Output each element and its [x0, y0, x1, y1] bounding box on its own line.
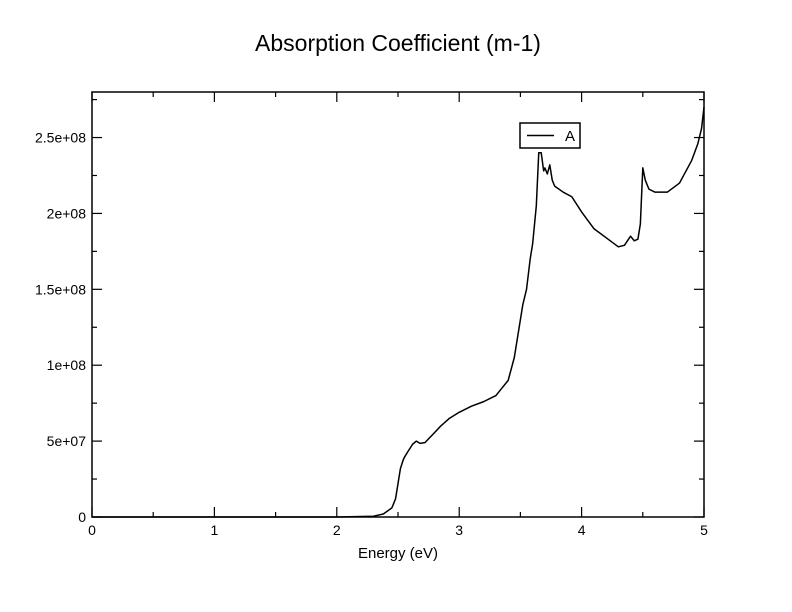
- axis-tick-labels: 0 1 2 3 4 5 0 5e+07 1e+08 1.5e+08 2e+08 2.5e+08: [35, 130, 708, 538]
- legend: A: [519, 122, 581, 149]
- plot-area-frame: [91, 91, 705, 518]
- chart-title: Absorption Coefficient (m-1): [255, 30, 541, 56]
- x-tick-label: 2: [333, 522, 341, 538]
- x-tick-label: 4: [578, 522, 586, 538]
- x-tick-label: 3: [455, 522, 463, 538]
- x-tick-label: 0: [88, 522, 96, 538]
- x-axis-label: Energy (eV): [358, 545, 438, 562]
- legend-entry-a: A: [565, 128, 575, 145]
- x-tick-label: 5: [700, 522, 708, 538]
- y-tick-label: 0: [78, 509, 86, 525]
- y-tick-label: 2e+08: [47, 205, 87, 221]
- series-line-a: [92, 107, 705, 518]
- y-tick-label: 1e+08: [47, 357, 87, 373]
- x-tick-label: 1: [211, 522, 219, 538]
- y-tick-label: 5e+07: [47, 433, 87, 449]
- y-tick-label: 1.5e+08: [35, 281, 86, 297]
- axis-ticks: [91, 92, 705, 518]
- y-tick-label: 2.5e+08: [35, 130, 86, 146]
